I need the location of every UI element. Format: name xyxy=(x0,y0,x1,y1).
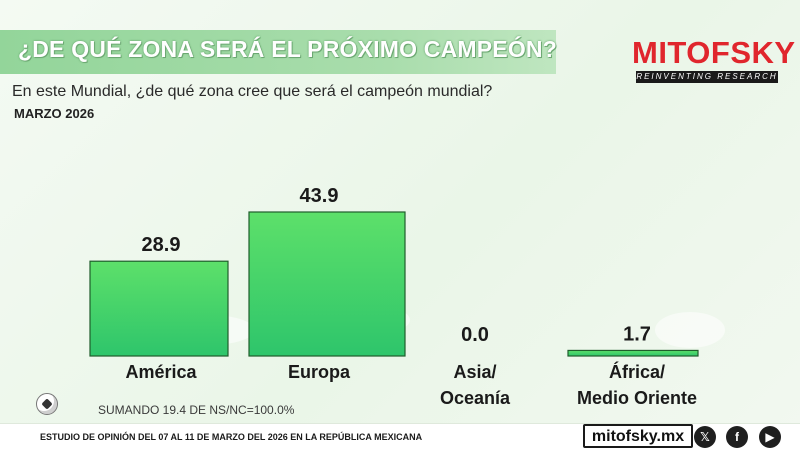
data-label: 28.9 xyxy=(142,234,181,256)
youtube-icon[interactable]: ▶ xyxy=(759,426,781,448)
category-label: África/ xyxy=(609,361,665,382)
x-icon[interactable]: 𝕏 xyxy=(694,426,716,448)
page-title: ¿DE QUÉ ZONA SERÁ EL PRÓXIMO CAMPEÓN? xyxy=(18,36,557,62)
facebook-icon[interactable]: f xyxy=(726,426,748,448)
footer-study-text: ESTUDIO DE OPINIÓN DEL 07 AL 11 DE MARZO… xyxy=(40,432,423,442)
category-label: Medio Oriente xyxy=(577,388,697,408)
data-label: 43.9 xyxy=(300,185,339,207)
bar xyxy=(248,211,406,357)
logo-tagline: REINVENTING RESEARCH xyxy=(636,71,778,83)
map-shape xyxy=(655,312,725,348)
survey-question: En este Mundial, ¿de qué zona cree que s… xyxy=(12,83,493,100)
nsnc-note: SUMANDO 19.4 DE NS/NC=100.0% xyxy=(98,403,295,417)
website-link[interactable]: mitofsky.mx xyxy=(583,424,693,448)
survey-period: MARZO 2026 xyxy=(14,106,95,121)
data-label: 0.0 xyxy=(461,324,489,346)
category-label: América xyxy=(125,362,197,382)
mitofsky-logo: MITOFSKY REINVENTING RESEARCH xyxy=(632,35,796,86)
soccer-ball-icon xyxy=(36,393,58,415)
data-label: 1.7 xyxy=(623,323,651,345)
bar xyxy=(89,260,229,357)
title-banner xyxy=(0,30,556,74)
category-label: Asia/ xyxy=(453,362,496,382)
logo-text: MITOFSKY xyxy=(632,35,796,70)
category-label: Europa xyxy=(288,362,351,382)
bar xyxy=(567,349,699,357)
category-label: Oceanía xyxy=(440,388,511,408)
